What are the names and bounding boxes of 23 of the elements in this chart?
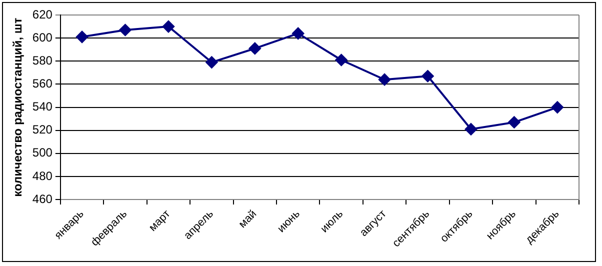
- point: [335, 54, 348, 66]
- point: [76, 30, 88, 43]
- point: [551, 101, 564, 114]
- point: [508, 116, 520, 128]
- x-tick-label: май: [236, 208, 260, 230]
- y-tick-label: 460: [32, 192, 53, 206]
- y-tick-label: 540: [32, 100, 53, 114]
- point: [464, 123, 477, 136]
- y-tick-label: 560: [32, 76, 53, 91]
- point: [206, 56, 218, 68]
- point: [378, 74, 391, 86]
- y-tick-label: 620: [32, 7, 53, 22]
- y-tick-label: 580: [32, 53, 53, 68]
- y-tick-label: 500: [32, 146, 53, 160]
- point: [248, 42, 261, 54]
- point: [119, 24, 132, 36]
- y-tick-label: 520: [32, 122, 53, 137]
- y-axis-title: количество радиостанций, шт: [10, 18, 25, 197]
- point: [292, 27, 304, 40]
- point: [422, 70, 434, 82]
- y-tick-label: 600: [32, 30, 53, 44]
- y-tick-label: 480: [32, 168, 53, 183]
- point: [162, 20, 174, 33]
